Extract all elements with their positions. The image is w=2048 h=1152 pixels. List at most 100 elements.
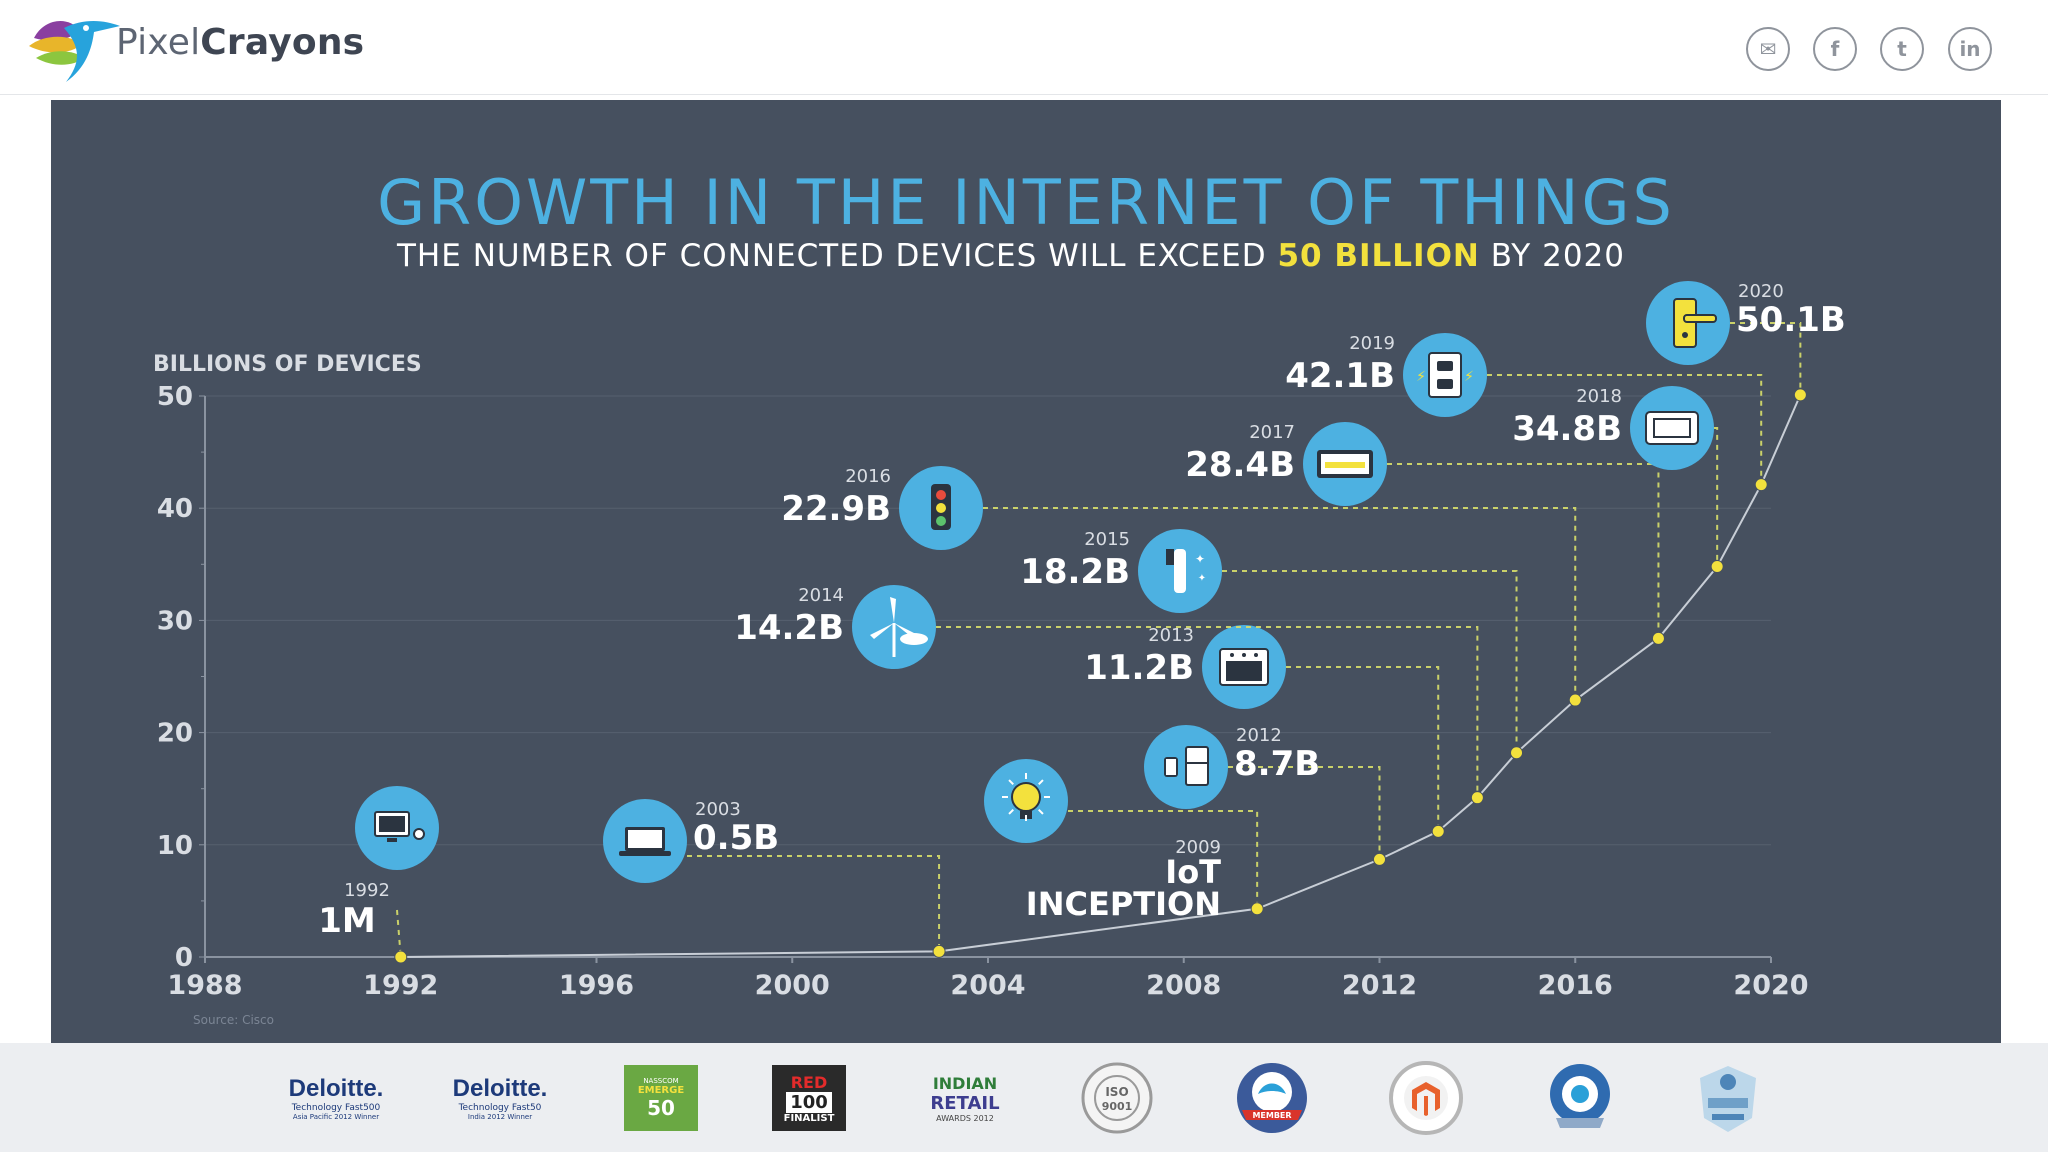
x-tick-label: 2004: [950, 970, 1025, 1001]
iot-growth-chart: GROWTH IN THE INTERNET OF THINGS THE NUM…: [153, 166, 1846, 1027]
bolt-icon: ⚡: [1464, 369, 1474, 385]
year-label: 2019: [1349, 333, 1395, 354]
lightbulb-icon: [1002, 773, 1050, 821]
connector-line: [936, 626, 1479, 798]
value-label: 11.2B: [1084, 648, 1194, 688]
growth-curve: [400, 394, 1802, 958]
connector-line: [1228, 766, 1381, 860]
member-text: MEMBER: [1252, 1111, 1291, 1120]
laptop-icon: [619, 827, 671, 856]
iso-badge: ISO 9001: [1080, 1062, 1154, 1134]
connector-line: [1487, 374, 1763, 485]
outlet-socket: [1437, 379, 1453, 389]
year-label: 2015: [1084, 529, 1130, 550]
y-tick-label: 50: [157, 382, 193, 412]
hummingbird-logo-icon[interactable]: [24, 8, 134, 88]
toothbrush-bristles: [1166, 549, 1174, 565]
fridge-shape: [1185, 746, 1209, 786]
watch-face: [1166, 759, 1176, 775]
data-point: [1793, 388, 1807, 402]
award-title: NASSCOM: [643, 1076, 679, 1085]
brand-name-light: Pixel: [116, 22, 201, 63]
awards-footer: Deloitte. Technology Fast500 Asia Pacifi…: [0, 1043, 2048, 1152]
linkedin-icon[interactable]: in: [1948, 27, 1992, 71]
year-label: 2012: [1236, 725, 1282, 746]
outlet-plate: [1428, 352, 1462, 398]
data-point: [1470, 791, 1484, 805]
thermostat-screen: [1653, 418, 1691, 438]
x-tick-label: 1996: [559, 970, 634, 1001]
deloitte-asia-award: Deloitte. Technology Fast500 Asia Pacifi…: [276, 1065, 396, 1131]
year-label: 1992: [344, 880, 390, 901]
mouse-shape: [413, 828, 425, 840]
chart-title: GROWTH IN THE INTERNET OF THINGS: [377, 166, 1675, 239]
iso-seal-icon: ISO 9001: [1081, 1062, 1153, 1134]
value-label: 14.2B: [734, 608, 844, 648]
bolt-icon: ⚡: [1416, 369, 1426, 385]
mail-glyph: ✉: [1759, 37, 1777, 61]
value-label: 18.2B: [1020, 552, 1130, 592]
yellow-light: [936, 503, 946, 513]
award-sub: 100: [786, 1091, 832, 1113]
award-sub2: AWARDS 2012: [936, 1113, 994, 1123]
y-axis-label: BILLIONS OF DEVICES: [153, 352, 422, 377]
award-sub2: 50: [647, 1095, 675, 1120]
source-note: Source: Cisco: [193, 1013, 274, 1027]
site-header: PixelCrayons ✉ f t in: [0, 0, 2048, 95]
facebook-icon[interactable]: f: [1813, 27, 1857, 71]
subtitle-highlight: 50 BILLION: [1277, 238, 1479, 274]
twitter-icon[interactable]: t: [1880, 27, 1924, 71]
turbine-blade: [870, 623, 894, 639]
award-sub2: FINALIST: [783, 1112, 835, 1124]
mail-icon[interactable]: ✉: [1746, 27, 1790, 71]
value-label: 50.1B: [1736, 300, 1846, 340]
sparkle-icon: ✦: [1195, 552, 1205, 566]
x-tick-label: 2016: [1538, 970, 1613, 1001]
year-label: 2014: [798, 585, 844, 606]
award-title: RED: [790, 1072, 828, 1092]
value-label: 8.7B: [1234, 744, 1320, 784]
sponsor-shield-icon: [1550, 1064, 1610, 1128]
oven-knob: [1230, 653, 1234, 657]
magento-badge: [1388, 1061, 1464, 1135]
chart-subtitle: THE NUMBER OF CONNECTED DEVICES WILL EXC…: [396, 238, 1625, 274]
grid-lines: [205, 395, 1771, 958]
association-member-badge: MEMBER: [1234, 1063, 1310, 1133]
nasscom-emerge-award: NASSCOM EMERGE 50: [624, 1065, 698, 1131]
year-label: 2003: [695, 799, 741, 820]
year-label: 2018: [1576, 386, 1622, 407]
globe-badge-icon: MEMBER: [1237, 1063, 1307, 1133]
award-sub: RETAIL: [930, 1092, 1000, 1114]
award-sub2: Asia Pacific 2012 Winner: [292, 1113, 380, 1121]
brand-name-bold: Crayons: [200, 22, 365, 63]
light-ray: [1008, 809, 1014, 815]
oven-knob: [1242, 653, 1246, 657]
light-ray: [1038, 809, 1044, 815]
x-tick-label: 2020: [1733, 970, 1808, 1001]
year-label: 2020: [1738, 281, 1784, 302]
value-label: 22.9B: [781, 489, 891, 529]
iso-number: 9001: [1102, 1100, 1133, 1113]
display-bar: [1325, 462, 1365, 468]
award-title: INDIAN: [932, 1073, 998, 1093]
data-point: [1373, 852, 1386, 866]
value-label: 34.8B: [1512, 409, 1622, 449]
computer-icon: [374, 811, 425, 842]
y-tick-label: 0: [175, 943, 193, 973]
connector-line: [1714, 427, 1719, 567]
subtitle-text: THE NUMBER OF CONNECTED DEVICES WILL EXC…: [396, 238, 1277, 274]
data-point: [394, 950, 408, 964]
door-handle-icon: [1673, 298, 1717, 348]
magento-icon: [1389, 1061, 1463, 1135]
x-tick-label: 1992: [363, 970, 438, 1001]
cloud-shape: [900, 633, 928, 645]
award-title: Deloitte.: [288, 1075, 384, 1102]
brand-name[interactable]: PixelCrayons: [116, 22, 364, 63]
data-point: [932, 944, 946, 958]
y-tick-label: 10: [157, 831, 193, 861]
connector-line: [1730, 322, 1802, 395]
connector-line: [983, 507, 1577, 701]
infographic-panel: GROWTH IN THE INTERNET OF THINGS THE NUM…: [51, 100, 2001, 1043]
data-point: [1710, 560, 1724, 574]
facebook-glyph: f: [1830, 37, 1840, 61]
